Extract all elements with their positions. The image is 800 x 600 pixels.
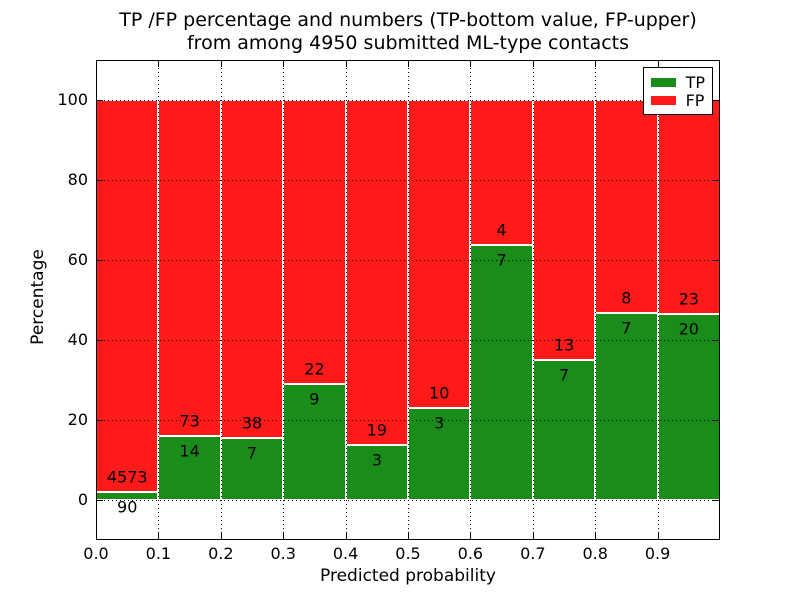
bar-label-tp: 7 (558, 365, 570, 385)
bar-label-fp: 10 (429, 383, 450, 403)
bar-label-tp: 7 (496, 250, 507, 270)
bar-label-tp: 9 (309, 389, 320, 409)
bar-segment-fp (283, 100, 346, 384)
x-tick-label: 0.0 (83, 544, 109, 563)
bar-label-fp: 4 (496, 220, 507, 240)
bar-segment-fp (220, 100, 284, 438)
bar-label-fp: 4573 (106, 467, 148, 487)
y-tick-label: 100 (57, 90, 88, 109)
bar-label-tp: 3 (371, 450, 382, 470)
bar-label-fp: 13 (553, 335, 575, 355)
y-tick-label: 80 (67, 170, 88, 189)
bar-segment-fp (595, 100, 658, 314)
y-tick-label: 60 (67, 250, 88, 269)
x-tick-label: 0.9 (644, 544, 671, 563)
bar-label-tp: 20 (678, 319, 699, 339)
bar-segment-fp (158, 100, 221, 436)
y-tick-label: 0 (77, 490, 88, 509)
x-tick-label: 0.3 (270, 544, 296, 563)
legend-row-tp: TP (650, 72, 705, 92)
legend: TP FP (642, 67, 713, 115)
bar-segment-tp (595, 313, 658, 500)
chart-title: TP /FP percentage and numbers (TP-bottom… (96, 9, 720, 55)
bar-segment-tp (470, 245, 533, 500)
x-tick-label: 0.4 (332, 544, 359, 563)
bar-label-fp: 38 (241, 413, 263, 433)
bar-segment-fp (657, 100, 720, 314)
bar-label-tp: 90 (117, 497, 138, 517)
chart-title-line1: TP /FP percentage and numbers (TP-bottom… (119, 9, 697, 31)
bar-label-tp: 14 (179, 441, 200, 461)
y-tick-label: 40 (67, 330, 88, 349)
bar-label-fp: 73 (179, 411, 200, 431)
x-tick-label: 0.6 (457, 544, 484, 563)
bar-segment-fp (532, 100, 596, 360)
x-tick-label: 0.8 (582, 544, 608, 563)
x-tick-label: 0.2 (208, 544, 234, 563)
x-tick-label: 0.5 (395, 544, 421, 563)
bar-label-tp: 7 (246, 443, 258, 463)
legend-row-fp: FP (650, 90, 705, 110)
bar-label-tp: 7 (621, 318, 632, 338)
tp-color-swatch (650, 77, 676, 87)
legend-label-tp: TP (685, 72, 705, 92)
x-tick-label: 0.7 (520, 544, 546, 563)
bar-segment-fp (96, 100, 159, 493)
bar-label-tp: 3 (434, 413, 445, 433)
x-tick-label: 0.1 (145, 544, 172, 563)
bar-segment-fp (408, 100, 471, 408)
bar-segment-tp (657, 313, 720, 500)
legend-label-fp: FP (685, 90, 705, 110)
bar-label-fp: 22 (304, 359, 325, 379)
chart-title-line2: from among 4950 submitted ML-type contac… (186, 32, 630, 54)
x-axis-label: Predicted probability (320, 566, 496, 586)
bar-label-fp: 23 (678, 289, 699, 309)
bar-segment-fp (345, 100, 408, 446)
bar-label-fp: 8 (621, 288, 632, 308)
bar-label-fp: 19 (366, 420, 387, 440)
y-tick-label: 20 (67, 410, 88, 429)
fp-color-swatch (650, 95, 676, 105)
plot-area: 4573 90 73 14 38 7 22 9 19 3 10 3 4 7 13 7 8 7 23 20 TP FP (96, 60, 720, 540)
